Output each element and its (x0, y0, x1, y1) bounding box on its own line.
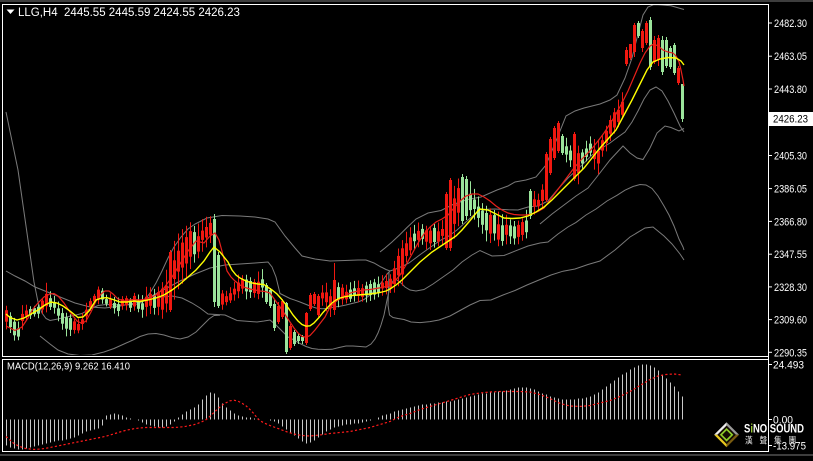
svg-text:24.493: 24.493 (773, 360, 804, 372)
svg-text:2386.05: 2386.05 (774, 184, 807, 196)
svg-text:2347.55: 2347.55 (774, 249, 807, 261)
svg-text:2443.80: 2443.80 (774, 84, 807, 96)
svg-text:MACD(12,26,9) 9.262 16.410: MACD(12,26,9) 9.262 16.410 (7, 361, 130, 373)
svg-text:2290.35: 2290.35 (774, 347, 807, 359)
svg-text:2405.30: 2405.30 (774, 151, 807, 163)
svg-text:漢聲集團: 漢聲集團 (745, 435, 803, 446)
svg-text:2366.80: 2366.80 (774, 216, 807, 228)
svg-text:LLG,H4 2445.55 2445.59 2424.5: LLG,H4 2445.55 2445.59 2424.55 2426.23 (18, 7, 240, 19)
svg-text:2426.23: 2426.23 (773, 114, 808, 126)
svg-text:2482.30: 2482.30 (774, 18, 807, 30)
svg-text:2463.05: 2463.05 (774, 51, 807, 63)
svg-text:2309.60: 2309.60 (774, 315, 807, 327)
svg-text:2328.30: 2328.30 (774, 282, 807, 294)
svg-text:-13.975: -13.975 (773, 441, 806, 453)
svg-text:SiNO SOUND: SiNO SOUND (744, 424, 804, 436)
svg-text:0.00: 0.00 (773, 415, 793, 427)
